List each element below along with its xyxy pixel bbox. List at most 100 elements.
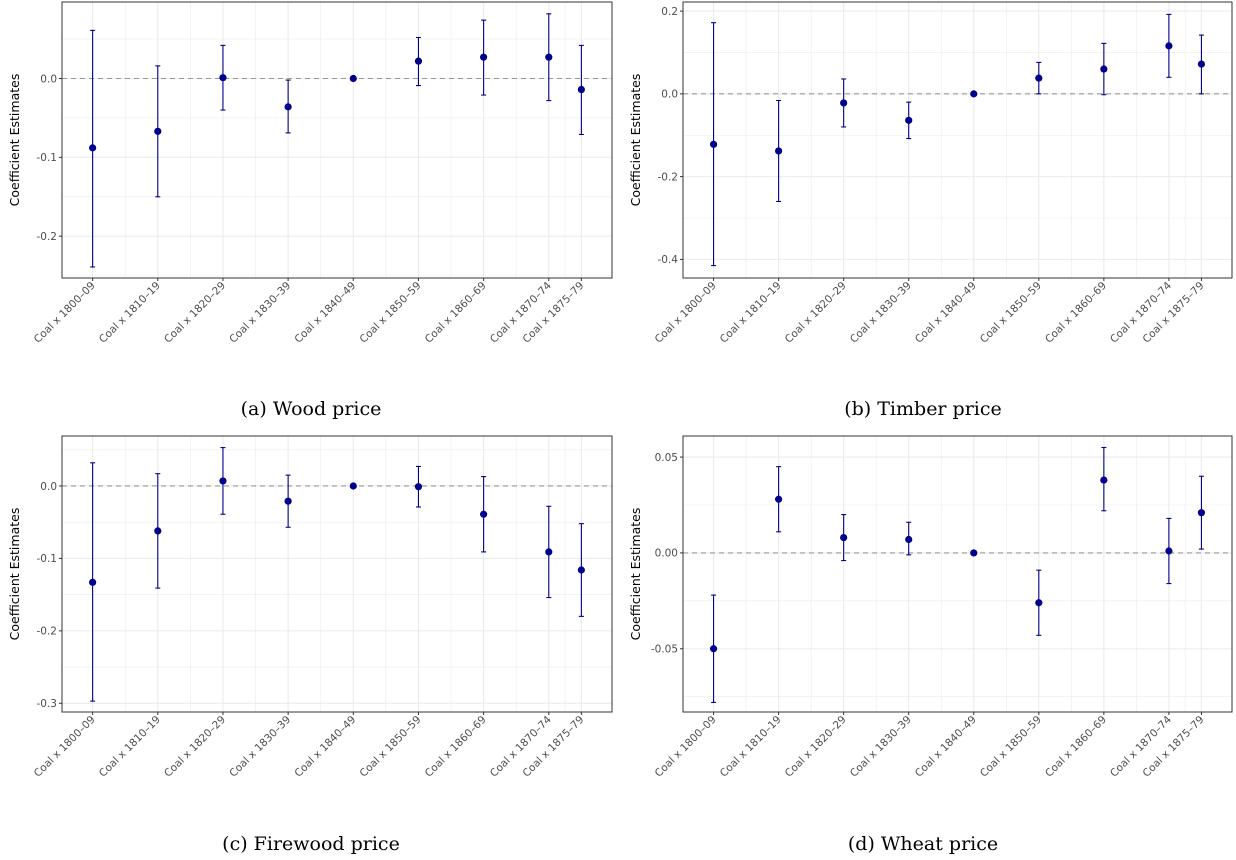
x-tick-label: Coal x 1860–69 (423, 714, 489, 780)
x-tick-label: Coal x 1860–69 (423, 280, 489, 346)
chart-panel-3: -0.3 -0.2 -0.1 0.0 Coal x 1800–09 Coal x 1810… (7, 435, 613, 855)
x-tick-label: Coal x 1875–79 (1141, 714, 1207, 780)
estimate-point (1165, 547, 1173, 555)
chart-panel-4: -0.05 0.00 0.05 Coal x 1800–09 Coal x 1810–1… (628, 435, 1233, 855)
estimate-point (545, 53, 553, 61)
x-tick-label: Coal x 1875–79 (520, 714, 586, 780)
estimate-point (1165, 42, 1173, 50)
y-tick-label: 0.2 (661, 6, 678, 18)
x-tick-label: Coal x 1800–09 (653, 280, 719, 346)
estimate-point (154, 127, 162, 135)
estimate-point (154, 527, 162, 535)
estimate-point (284, 497, 292, 505)
estimate-point (545, 548, 553, 556)
chart-panel-2: -0.4 -0.2 0.0 0.2 Coal x 1800–09 Coal x 1810–… (628, 1, 1233, 420)
x-tick-label: Coal x 1875–79 (520, 280, 586, 346)
estimate-point (414, 57, 423, 65)
x-tick-label: Coal x 1860–69 (1043, 280, 1109, 346)
y-axis-title: Coefficient Estimates (628, 508, 643, 641)
estimate-point (414, 483, 423, 491)
estimate-point (480, 53, 488, 61)
plot-background (683, 436, 1232, 712)
y-tick-label: 0.05 (655, 452, 678, 464)
y-axis-title: Coefficient Estimates (7, 74, 22, 207)
panel-border (61, 1, 613, 279)
x-tick-label: Coal x 1810–19 (97, 714, 163, 780)
estimate-point (89, 578, 97, 586)
plot-background (62, 2, 612, 278)
panel-border (61, 435, 613, 713)
x-tick-label: Coal x 1840–49 (913, 280, 979, 346)
panel-caption: (a) Wood price (241, 398, 382, 420)
estimate-point (89, 144, 97, 152)
estimate-point (1197, 509, 1206, 517)
x-tick-label: Coal x 1830–39 (848, 280, 914, 346)
y-tick-label: -0.05 (651, 644, 678, 656)
x-tick-label: Coal x 1800–09 (32, 714, 98, 780)
panel-caption: (d) Wheat price (848, 833, 998, 855)
estimate-point (349, 482, 357, 490)
estimate-point (709, 140, 718, 148)
y-tick-label: -0.2 (37, 626, 58, 638)
plot-background (62, 436, 612, 712)
estimate-point (905, 535, 913, 544)
x-tick-label: Coal x 1810–19 (97, 280, 163, 346)
y-tick-label: -0.3 (37, 698, 58, 710)
x-tick-label: Coal x 1840–49 (292, 280, 358, 346)
estimate-point (709, 645, 718, 653)
x-tick-label: Coal x 1820–29 (162, 714, 228, 780)
estimate-point (840, 533, 848, 542)
y-tick-label: -0.4 (658, 254, 679, 266)
estimate-point (1100, 65, 1108, 73)
x-tick-label: Coal x 1875–79 (1141, 280, 1207, 346)
estimate-point (1197, 60, 1206, 68)
estimate-point (349, 74, 357, 83)
y-tick-label: 0.0 (40, 73, 57, 85)
x-tick-label: Coal x 1850–59 (358, 714, 424, 780)
estimate-point (284, 103, 292, 111)
panel-caption: (c) Firewood price (222, 833, 400, 855)
estimate-point (840, 99, 848, 107)
estimate-point (1100, 476, 1108, 484)
y-axis-title: Coefficient Estimates (7, 508, 22, 641)
y-tick-label: -0.1 (37, 152, 58, 164)
x-tick-label: Coal x 1830–39 (848, 714, 914, 780)
x-tick-label: Coal x 1850–59 (978, 280, 1044, 346)
plot-background (683, 2, 1232, 278)
x-tick-label: Coal x 1860–69 (1043, 714, 1109, 780)
estimate-point (577, 85, 585, 94)
y-tick-label: -0.2 (658, 171, 679, 183)
estimate-point (775, 147, 783, 155)
estimate-point (219, 74, 227, 82)
panel-caption: (b) Timber price (844, 398, 1002, 420)
estimate-point (775, 495, 783, 503)
x-tick-label: Coal x 1820–29 (783, 280, 849, 346)
x-tick-label: Coal x 1800–09 (653, 714, 719, 780)
x-tick-label: Coal x 1830–39 (227, 714, 293, 780)
estimate-point (905, 116, 913, 124)
x-tick-label: Coal x 1810–19 (718, 714, 784, 780)
estimate-point (1035, 599, 1043, 607)
x-tick-label: Coal x 1850–59 (358, 280, 424, 346)
y-tick-label: 0.0 (40, 481, 57, 493)
estimate-point (480, 510, 488, 518)
x-tick-label: Coal x 1820–29 (162, 280, 228, 346)
x-tick-label: Coal x 1840–49 (292, 714, 358, 780)
y-axis-title: Coefficient Estimates (628, 74, 643, 207)
panel-border (682, 435, 1233, 713)
estimate-point (1035, 74, 1043, 82)
estimate-point (970, 90, 978, 98)
panel-border (682, 1, 1233, 279)
y-tick-label: -0.1 (37, 553, 58, 565)
x-tick-label: Coal x 1840–49 (913, 714, 979, 780)
y-tick-label: -0.2 (37, 231, 58, 243)
x-tick-label: Coal x 1830–39 (227, 280, 293, 346)
estimate-point (219, 477, 227, 485)
x-tick-label: Coal x 1850–59 (978, 714, 1044, 780)
estimate-point (970, 549, 978, 557)
y-tick-label: 0.0 (661, 89, 678, 101)
x-tick-label: Coal x 1800–09 (32, 280, 98, 346)
x-tick-label: Coal x 1810–19 (718, 280, 784, 346)
